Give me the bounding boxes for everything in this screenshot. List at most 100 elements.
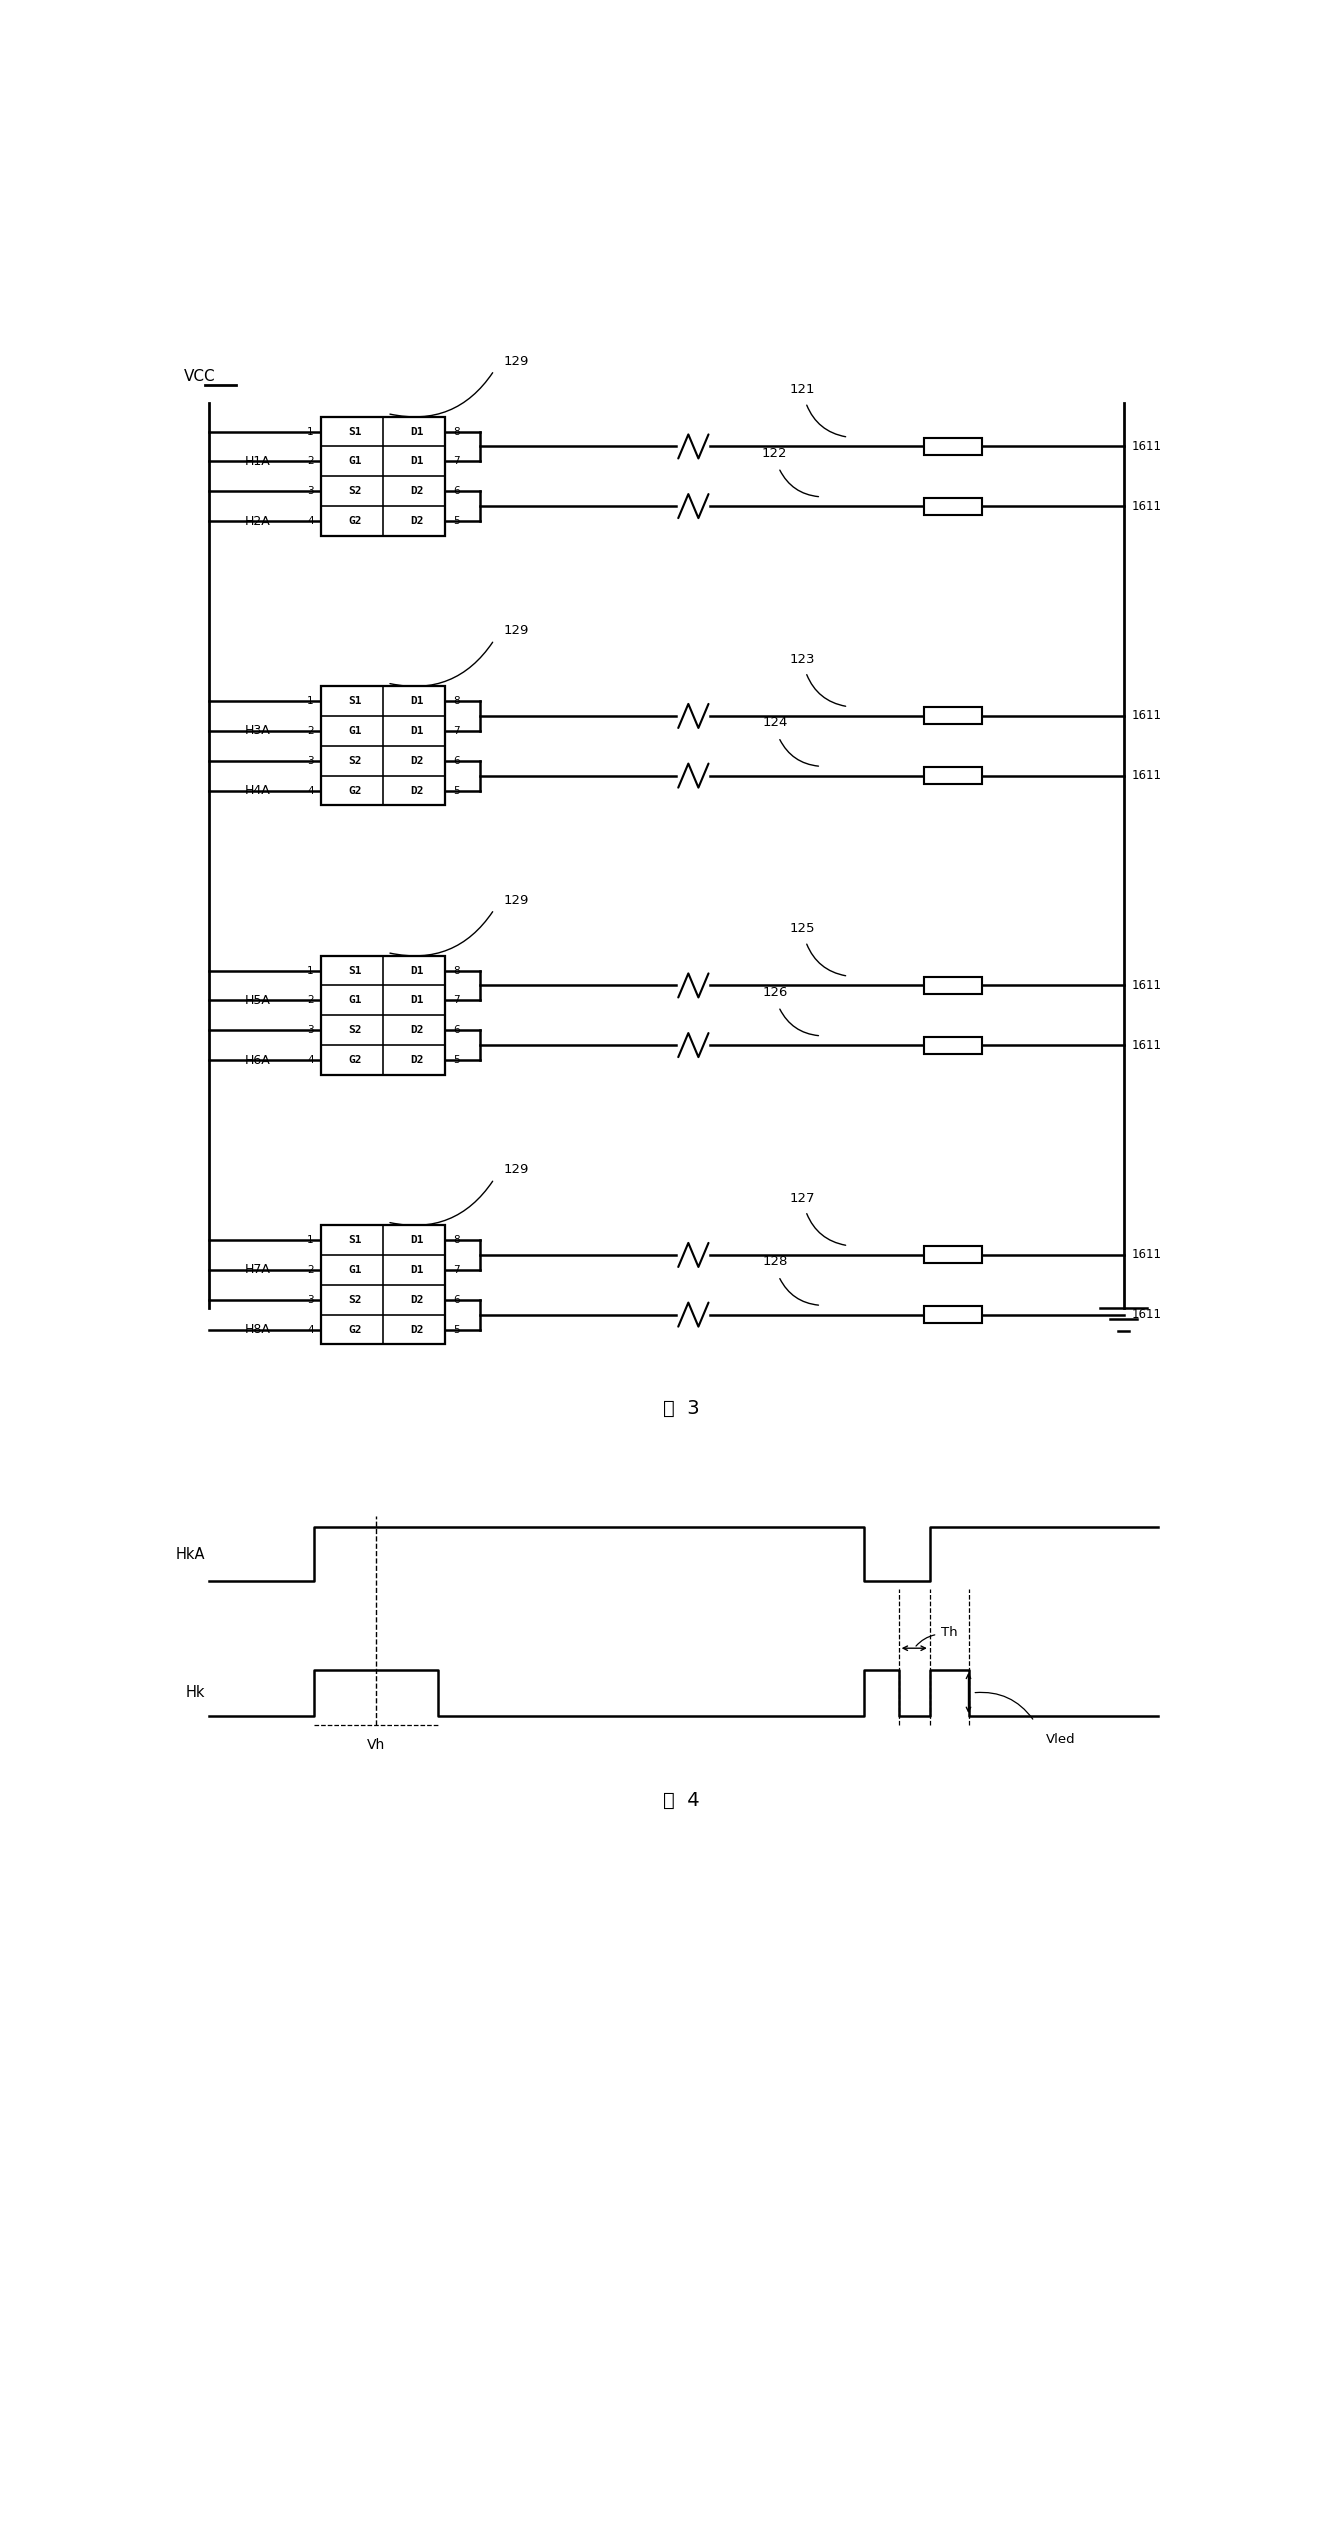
Text: S2: S2 [349, 756, 362, 766]
Text: G1: G1 [349, 995, 362, 1005]
Text: 2: 2 [307, 1264, 314, 1274]
Text: 126: 126 [763, 985, 788, 1000]
Bar [321, 957, 446, 1076]
Text: 7: 7 [453, 1264, 459, 1274]
Text: 127: 127 [789, 1193, 815, 1206]
Text: G2: G2 [349, 1325, 362, 1335]
Text: 125: 125 [789, 921, 815, 937]
Text: 4: 4 [307, 1056, 314, 1066]
Text: 8: 8 [453, 426, 459, 437]
Text: D1: D1 [410, 1264, 423, 1274]
Bar [924, 497, 982, 515]
Text: G1: G1 [349, 726, 362, 736]
Text: 129: 129 [503, 355, 528, 368]
Text: H7A: H7A [245, 1264, 272, 1277]
Text: 129: 129 [503, 624, 528, 637]
Text: 6: 6 [453, 487, 459, 497]
Text: S2: S2 [349, 487, 362, 497]
Text: 5: 5 [453, 1056, 459, 1066]
Text: H2A: H2A [245, 515, 272, 528]
Text: 1611: 1611 [1131, 1038, 1161, 1051]
Text: D1: D1 [410, 726, 423, 736]
Text: H5A: H5A [245, 995, 272, 1008]
Text: D2: D2 [410, 1325, 423, 1335]
Text: 3: 3 [307, 487, 314, 497]
Text: 1611: 1611 [1131, 769, 1161, 782]
Text: D1: D1 [410, 1236, 423, 1246]
Text: D2: D2 [410, 1025, 423, 1036]
Bar [924, 766, 982, 784]
Text: S1: S1 [349, 695, 362, 706]
Text: 1611: 1611 [1131, 500, 1161, 513]
Text: 129: 129 [503, 893, 528, 906]
Text: Th: Th [941, 1627, 958, 1640]
Text: 7: 7 [453, 995, 459, 1005]
Text: S1: S1 [349, 426, 362, 437]
Text: D2: D2 [410, 756, 423, 766]
Text: D2: D2 [410, 787, 423, 794]
Bar [924, 1246, 982, 1264]
Text: D1: D1 [410, 995, 423, 1005]
Text: Vh: Vh [366, 1739, 385, 1751]
Text: 128: 128 [763, 1256, 788, 1269]
Text: 6: 6 [453, 1025, 459, 1036]
Bar [924, 1307, 982, 1322]
Text: G2: G2 [349, 787, 362, 794]
Text: D2: D2 [410, 487, 423, 497]
Text: H8A: H8A [245, 1322, 272, 1335]
Text: D2: D2 [410, 1294, 423, 1305]
Text: 图  3: 图 3 [663, 1398, 700, 1416]
Bar [924, 439, 982, 454]
Bar [321, 1226, 446, 1345]
Text: 7: 7 [453, 457, 459, 467]
Text: D2: D2 [410, 1056, 423, 1066]
Text: 5: 5 [453, 1325, 459, 1335]
Text: G1: G1 [349, 1264, 362, 1274]
Text: 7: 7 [453, 726, 459, 736]
Text: 3: 3 [307, 1294, 314, 1305]
Text: VCC: VCC [184, 368, 216, 383]
Text: 121: 121 [789, 383, 815, 396]
Text: 1611: 1611 [1131, 1307, 1161, 1322]
Text: H6A: H6A [245, 1053, 272, 1066]
Text: S2: S2 [349, 1025, 362, 1036]
Text: 6: 6 [453, 1294, 459, 1305]
Bar [321, 416, 446, 536]
Text: 6: 6 [453, 756, 459, 766]
Text: 5: 5 [453, 787, 459, 794]
Bar [321, 685, 446, 805]
Text: 图  4: 图 4 [663, 1792, 700, 1810]
Text: 1611: 1611 [1131, 980, 1161, 992]
Text: D1: D1 [410, 695, 423, 706]
Text: 8: 8 [453, 1236, 459, 1246]
Text: 4: 4 [307, 515, 314, 525]
Text: 2: 2 [307, 995, 314, 1005]
Text: D1: D1 [410, 457, 423, 467]
Text: G2: G2 [349, 1056, 362, 1066]
Text: G1: G1 [349, 457, 362, 467]
Text: 2: 2 [307, 726, 314, 736]
Text: 4: 4 [307, 1325, 314, 1335]
Bar [924, 1036, 982, 1053]
Text: D1: D1 [410, 426, 423, 437]
Text: 123: 123 [789, 652, 815, 665]
Bar [924, 977, 982, 995]
Text: 1: 1 [307, 426, 314, 437]
Text: D2: D2 [410, 515, 423, 525]
Text: H1A: H1A [245, 454, 272, 467]
Text: H4A: H4A [245, 784, 272, 797]
Text: 4: 4 [307, 787, 314, 794]
Text: 2: 2 [307, 457, 314, 467]
Text: S1: S1 [349, 964, 362, 975]
Text: 1611: 1611 [1131, 1249, 1161, 1261]
Text: 1: 1 [307, 695, 314, 706]
Text: 8: 8 [453, 964, 459, 975]
Text: HkA: HkA [176, 1546, 205, 1561]
Bar [924, 708, 982, 723]
Text: G2: G2 [349, 515, 362, 525]
Text: S2: S2 [349, 1294, 362, 1305]
Text: 122: 122 [763, 447, 788, 459]
Text: S1: S1 [349, 1236, 362, 1246]
Text: 1: 1 [307, 964, 314, 975]
Text: 1611: 1611 [1131, 711, 1161, 723]
